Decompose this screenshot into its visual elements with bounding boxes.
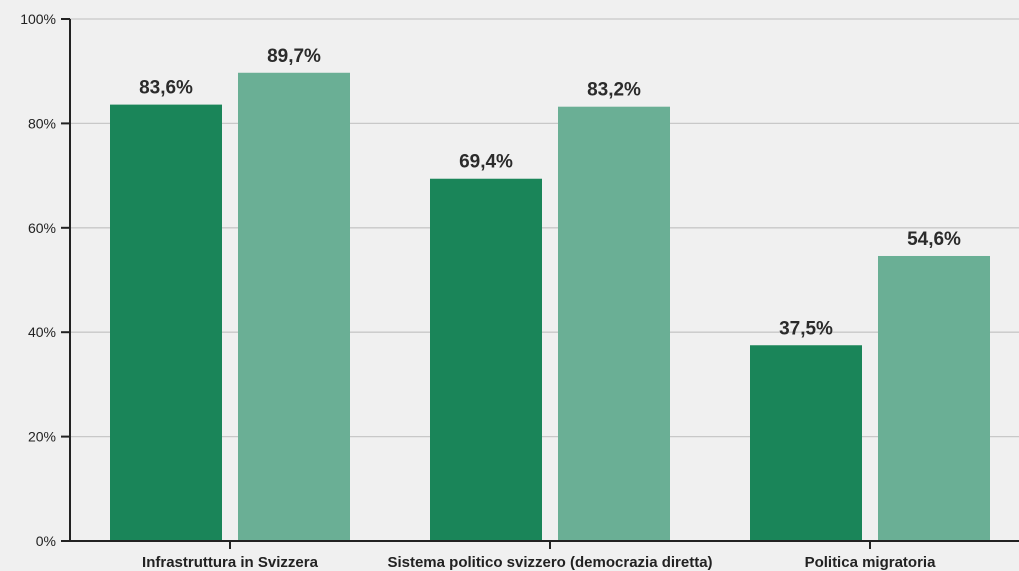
y-tick-label: 80% (28, 115, 56, 131)
y-tick-label: 60% (28, 220, 56, 236)
bar (558, 106, 670, 542)
y-tick-label: 40% (28, 324, 56, 340)
bar (238, 72, 350, 542)
data-labels: 83,6% 69,4% 37,5% 89,7% 83,2% 54,6% (139, 46, 961, 339)
data-label: 89,7% (267, 46, 321, 67)
bar (750, 345, 862, 541)
data-label: 54,6% (907, 229, 961, 250)
x-category-label: Politica migratoria (805, 554, 937, 571)
y-tick-label: 100% (20, 11, 56, 27)
bars (110, 72, 990, 542)
x-category-label: Infrastruttura in Svizzera (142, 554, 319, 571)
bar (878, 255, 990, 541)
y-axis-ticks: 0% 20% 40% 60% 80% 100% (20, 11, 70, 549)
axes (61, 19, 1019, 542)
data-label: 37,5% (779, 318, 833, 339)
data-label: 69,4% (459, 152, 513, 173)
data-label: 83,2% (587, 80, 641, 101)
y-tick-label: 20% (28, 429, 56, 445)
x-category-label: Sistema politico svizzero (democrazia di… (387, 554, 712, 571)
x-axis-categories: Infrastruttura in Svizzera Sistema politi… (142, 541, 936, 571)
bar (430, 178, 542, 541)
y-tick-label: 0% (36, 533, 56, 549)
bar (110, 104, 222, 541)
data-label: 83,6% (139, 78, 193, 99)
